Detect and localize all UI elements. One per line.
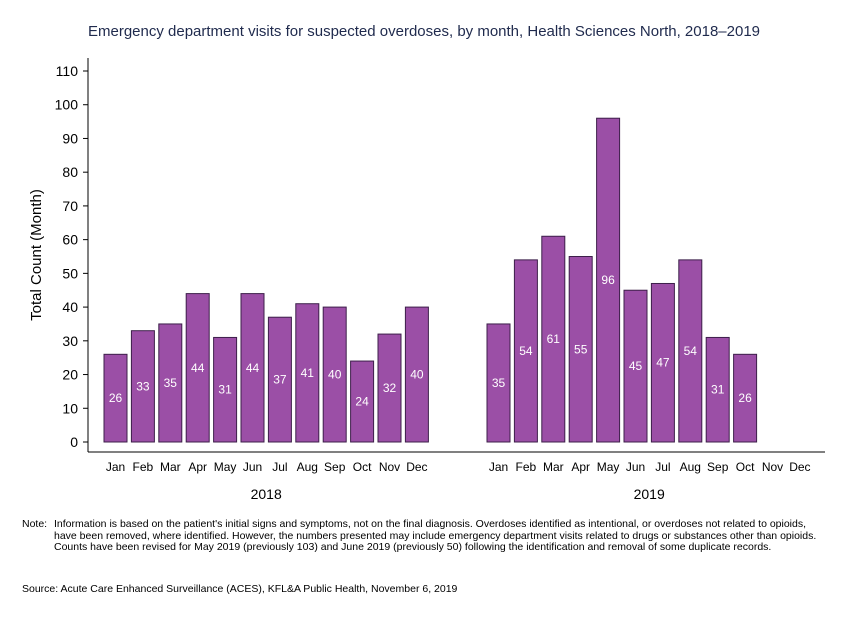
bar — [404, 306, 429, 443]
bar — [103, 353, 128, 443]
bar — [240, 293, 265, 443]
bar — [596, 117, 621, 443]
data-label: 96 — [601, 273, 615, 287]
month-label: Dec — [406, 460, 427, 474]
bar — [678, 259, 703, 443]
month-label: Jun — [626, 460, 645, 474]
bar — [513, 259, 538, 443]
data-label: 31 — [711, 383, 725, 397]
y-tick-label: 50 — [62, 265, 78, 281]
bar — [486, 323, 511, 443]
note-text: Information is based on the patient's in… — [54, 518, 817, 554]
y-tick-label: 0 — [70, 434, 78, 450]
y-tick-label: 70 — [62, 198, 78, 214]
month-label: Mar — [543, 460, 564, 474]
bar — [295, 303, 320, 443]
y-tick-label: 30 — [62, 333, 78, 349]
month-label: Apr — [188, 460, 207, 474]
data-label: 54 — [519, 344, 533, 358]
bar — [650, 282, 675, 443]
month-label: Aug — [297, 460, 318, 474]
month-label: Oct — [353, 460, 372, 474]
y-tick-label: 10 — [62, 400, 78, 416]
data-label: 35 — [164, 376, 178, 390]
data-label: 37 — [273, 373, 287, 387]
data-label: 40 — [328, 368, 342, 382]
note-label: Note: — [22, 518, 48, 530]
bar — [213, 336, 238, 443]
bar — [185, 293, 210, 443]
axes — [87, 58, 825, 453]
month-label: Feb — [516, 460, 537, 474]
data-label: 32 — [383, 381, 397, 395]
y-tick-label: 110 — [56, 63, 79, 79]
data-label: 26 — [109, 391, 123, 405]
data-label: 54 — [684, 344, 698, 358]
data-label: 31 — [218, 383, 232, 397]
bar — [705, 336, 730, 443]
x-labels: Jan Feb Mar Apr May Jun Jul Aug Sep Oct Nov Dec 2018… — [106, 460, 811, 502]
bar — [322, 306, 347, 443]
month-label: Jan — [489, 460, 508, 474]
month-label: Sep — [707, 460, 729, 474]
bar — [733, 353, 758, 443]
y-tick-label: 80 — [62, 164, 78, 180]
bar — [541, 235, 566, 443]
month-label: Mar — [160, 460, 181, 474]
bar — [267, 316, 292, 443]
data-label: 24 — [355, 395, 369, 409]
bar-chart: Emergency department visits for suspecte… — [28, 23, 825, 502]
month-label: Sep — [324, 460, 346, 474]
chart-title: Emergency department visits for suspecte… — [88, 23, 760, 40]
bar — [158, 323, 183, 443]
month-label: Jan — [106, 460, 125, 474]
y-tick-label: 20 — [62, 367, 78, 383]
data-label: 26 — [738, 391, 752, 405]
month-label: Oct — [736, 460, 755, 474]
data-label: 47 — [656, 356, 670, 370]
month-label: Jul — [272, 460, 287, 474]
y-axis-title: Total Count (Month) — [28, 189, 45, 321]
year-label: 2019 — [634, 486, 665, 502]
bar — [377, 333, 402, 443]
y-tick-label: 90 — [62, 130, 78, 146]
data-label: 33 — [136, 379, 150, 393]
month-label: Jun — [243, 460, 262, 474]
data-label: 41 — [301, 366, 315, 380]
source-line: Source: Acute Care Enhanced Surveillance… — [22, 583, 458, 595]
y-tick-label: 100 — [55, 97, 79, 113]
bar — [623, 289, 648, 443]
month-label: Nov — [762, 460, 783, 474]
bar — [350, 360, 375, 443]
data-label: 35 — [492, 376, 506, 390]
month-label: May — [214, 460, 237, 474]
data-label: 44 — [246, 361, 260, 375]
data-label: 61 — [547, 332, 561, 346]
bar — [568, 256, 593, 443]
data-label: 44 — [191, 361, 205, 375]
data-label: 45 — [629, 359, 643, 373]
data-label: 55 — [574, 342, 588, 356]
bar — [130, 330, 155, 443]
footnote: Note: Information is based on the patien… — [22, 518, 827, 554]
month-label: Dec — [789, 460, 810, 474]
data-label: 40 — [410, 368, 424, 382]
month-label: Aug — [680, 460, 701, 474]
year-label: 2018 — [251, 486, 282, 502]
month-label: Feb — [133, 460, 154, 474]
y-tick-label: 40 — [62, 299, 78, 315]
month-label: May — [597, 460, 620, 474]
y-tick-label: 60 — [62, 232, 78, 248]
month-label: Nov — [379, 460, 400, 474]
month-label: Apr — [571, 460, 590, 474]
bars: 26 33 35 44 31 44 37 41 40 24 32 40 35 54 61 55 96 45 47 54… — [103, 117, 758, 443]
y-ticks: 0 10 20 30 40 50 60 70 80 90 100 110 — [55, 63, 88, 450]
month-label: Jul — [655, 460, 670, 474]
